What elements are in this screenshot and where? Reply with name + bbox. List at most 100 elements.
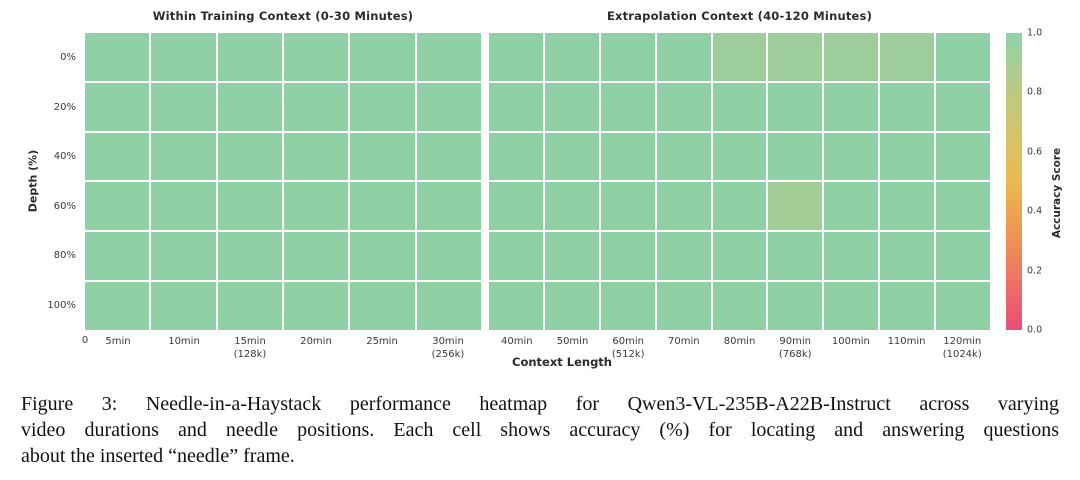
x-tick-label: 80min: [723, 336, 756, 347]
caption-line: about the inserted “needle” frame.: [21, 445, 295, 467]
heatmap-cell: [600, 33, 655, 81]
x-axis-origin-tick: 0: [81, 335, 89, 346]
heatmap-cell: [151, 33, 216, 81]
x-tick-label: 20min: [300, 336, 332, 347]
heatmap-cell: [217, 132, 282, 181]
x-tick-label: 5min: [105, 336, 131, 347]
colorbar-tick-label: 0.6: [1027, 146, 1043, 158]
x-tick-label: 40min: [501, 336, 533, 347]
heatmap-cell: [350, 132, 415, 181]
heatmap-cell: [712, 182, 767, 231]
heatmap-cell: [217, 232, 282, 281]
heatmap-cell: [151, 132, 216, 181]
left-heatmap-grid: [85, 33, 481, 330]
heatmap-cell: [489, 232, 543, 281]
heatmap-cell: [85, 82, 150, 131]
heatmap-cell: [600, 82, 655, 131]
heatmap-cell: [544, 132, 599, 181]
heatmap-cell: [936, 182, 990, 231]
colorbar-ticks: 1.0 0.8 0.6 0.4 0.2 0.0: [1027, 28, 1061, 336]
right-heatmap-grid: [489, 33, 990, 330]
x-tick-label: 10min: [168, 336, 200, 347]
left-x-axis-ticks: 5min 10min 15min (128k) 20min 25min 30min (25…: [85, 335, 481, 361]
heatmap-cell: [544, 182, 599, 231]
y-tick-label: 20%: [53, 101, 76, 113]
heatmap-cell: [544, 282, 599, 330]
heatmap-cell: [217, 282, 282, 330]
x-tick-label: 50min: [556, 336, 589, 347]
x-axis-label: Context Length: [512, 355, 612, 369]
heatmap-cell: [712, 132, 767, 181]
heatmap-cell: [416, 132, 481, 181]
heatmap-cell: [489, 82, 543, 131]
y-tick-label: 100%: [47, 299, 76, 311]
heatmap-cell: [600, 182, 655, 231]
colorbar-tick-label: 1.0: [1027, 27, 1043, 39]
y-tick-label: 40%: [53, 151, 76, 163]
y-tick-label: 80%: [53, 250, 76, 262]
heatmap-cell: [284, 232, 349, 281]
heatmap-cell: [217, 82, 282, 131]
heatmap-cell: [284, 132, 349, 181]
heatmap-cell: [656, 282, 711, 330]
heatmap-cell: [284, 33, 349, 81]
heatmap-cell: [350, 82, 415, 131]
heatmap-cell: [600, 282, 655, 330]
caption-line: video durations and needle positions. Ea…: [21, 419, 1059, 441]
heatmap-cell: [85, 33, 150, 81]
heatmap-cell: [712, 232, 767, 281]
heatmap-cell: [768, 82, 823, 131]
heatmap-cell: [85, 282, 150, 330]
heatmap-cell: [824, 282, 879, 330]
heatmap-cell: [350, 282, 415, 330]
heatmap-cell: [936, 33, 990, 81]
heatmap-cell: [880, 132, 935, 181]
colorbar-tick-label: 0.4: [1027, 205, 1043, 217]
heatmap-cell: [151, 82, 216, 131]
x-tick-label: 60min (512k): [611, 336, 645, 360]
colorbar-gradient: [1006, 33, 1022, 330]
heatmap-cell: [217, 33, 282, 81]
x-tick-label: 120min (1024k): [942, 336, 982, 360]
heatmap-cell: [151, 182, 216, 231]
heatmap-cell: [880, 182, 935, 231]
heatmap-cell: [712, 33, 767, 81]
heatmap-cell: [217, 182, 282, 231]
colorbar-tick-label: 0.2: [1027, 265, 1043, 277]
y-tick-label: 60%: [53, 200, 76, 212]
heatmap-cell: [544, 33, 599, 81]
colorbar-label: Accuracy Score: [1051, 147, 1063, 239]
heatmap-cell: [880, 33, 935, 81]
colorbar-tick-label: 0.8: [1027, 86, 1043, 98]
heatmap-cell: [824, 232, 879, 281]
heatmap-cell: [824, 82, 879, 131]
heatmap-cell: [712, 82, 767, 131]
heatmap-cell: [936, 282, 990, 330]
heatmap-cell: [768, 282, 823, 330]
heatmap-cell: [416, 232, 481, 281]
heatmap-cell: [416, 33, 481, 81]
heatmap-cell: [768, 182, 823, 231]
heatmap-cell: [656, 33, 711, 81]
heatmap-cell: [656, 182, 711, 231]
heatmap-cell: [489, 282, 543, 330]
caption-line: Figure 3: Needle-in-a-Haystack performan…: [21, 393, 1059, 415]
heatmap-cell: [151, 282, 216, 330]
heatmap-cell: [350, 232, 415, 281]
heatmap-cell: [768, 33, 823, 81]
heatmap-cell: [85, 232, 150, 281]
heatmap-cell: [284, 282, 349, 330]
x-tick-label: 90min (768k): [778, 336, 812, 360]
heatmap-cell: [85, 182, 150, 231]
heatmap-cell: [600, 132, 655, 181]
heatmap-cell: [936, 232, 990, 281]
heatmap-cell: [824, 33, 879, 81]
heatmap-cell: [824, 132, 879, 181]
x-tick-label: 25min: [366, 336, 398, 347]
heatmap-cell: [880, 82, 935, 131]
heatmap-cell: [824, 182, 879, 231]
right-panel-title: Extrapolation Context (40-120 Minutes): [606, 9, 873, 23]
heatmap-cell: [151, 232, 216, 281]
y-axis-ticks: 0% 20% 40% 60% 80% 100%: [0, 33, 76, 330]
x-tick-label: 70min: [668, 336, 700, 347]
